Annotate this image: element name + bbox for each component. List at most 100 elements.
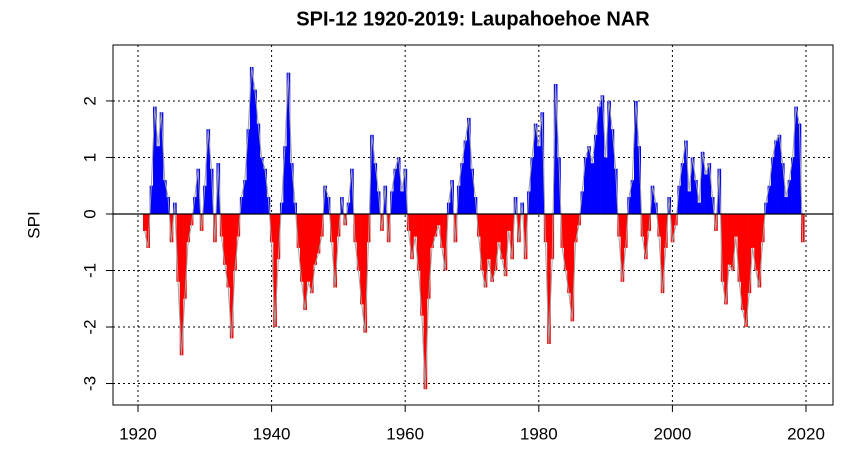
bar: [573, 213, 578, 243]
bar: [660, 213, 665, 294]
bar: [670, 213, 675, 243]
bar: [570, 213, 575, 322]
bar: [463, 140, 468, 214]
bar: [193, 197, 197, 214]
bar: [580, 191, 585, 214]
bar: [533, 123, 538, 214]
bar: [390, 191, 394, 214]
bar: [644, 213, 648, 260]
bar: [684, 140, 688, 214]
bar: [510, 213, 515, 260]
bar: [340, 197, 344, 214]
bar: [363, 213, 368, 333]
bar: [557, 157, 561, 214]
chart-title: SPI-12 1920-2019: Laupahoehoe NAR: [296, 8, 650, 30]
bar: [517, 213, 521, 243]
bar: [206, 129, 211, 214]
bar: [590, 163, 595, 214]
bar: [383, 185, 388, 214]
bar: [159, 112, 164, 214]
bar: [313, 213, 317, 265]
bar: [503, 213, 508, 277]
bar: [790, 157, 795, 214]
bar: [690, 157, 695, 214]
bar: [707, 163, 712, 214]
bar: [523, 213, 528, 260]
y-tick-label: -1: [80, 263, 99, 278]
bar: [179, 213, 184, 356]
bar: [593, 134, 598, 214]
bar: [794, 106, 798, 214]
bar: [587, 146, 591, 214]
bar: [406, 213, 411, 231]
bar: [750, 213, 755, 248]
bar: [623, 213, 628, 248]
bar: [343, 213, 348, 226]
bar: [487, 213, 491, 260]
bar: [149, 185, 154, 214]
bar: [694, 180, 698, 214]
x-tick-label: 2000: [653, 424, 691, 443]
bar: [603, 157, 608, 214]
bar: [423, 213, 428, 390]
bar: [547, 213, 551, 344]
bar: [657, 213, 662, 237]
bar: [142, 213, 147, 231]
bar: [316, 213, 321, 254]
bar: [253, 89, 257, 214]
bar: [443, 213, 448, 271]
spi-line: [144, 66, 804, 390]
bar: [403, 168, 408, 214]
bar: [450, 180, 454, 214]
bar: [664, 213, 668, 248]
bar: [784, 197, 788, 214]
bar: [613, 168, 618, 214]
x-tick-label: 2020: [787, 424, 825, 443]
bar: [436, 213, 441, 226]
bar: [734, 213, 738, 237]
bar: [353, 213, 358, 243]
bar: [320, 213, 324, 237]
bar: [189, 213, 194, 226]
bar: [426, 213, 431, 299]
bar: [163, 180, 167, 214]
bar: [223, 213, 227, 265]
bar: [370, 134, 374, 214]
bar: [583, 157, 588, 214]
bar: [330, 213, 334, 243]
bar: [196, 168, 201, 214]
bar: [677, 185, 682, 214]
bar: [747, 213, 752, 294]
bar: [466, 117, 471, 214]
x-tick-label: 1980: [520, 424, 558, 443]
y-tick-label: 0: [80, 209, 99, 218]
bar: [637, 146, 641, 214]
bar: [543, 213, 548, 243]
bar: [704, 174, 708, 214]
bar: [269, 213, 274, 243]
bar: [754, 213, 758, 271]
bar: [680, 163, 685, 214]
bar: [507, 213, 511, 231]
bar: [767, 185, 772, 214]
bar: [239, 197, 244, 214]
bar: [263, 168, 267, 214]
bar: [243, 180, 247, 214]
bar: [336, 213, 341, 237]
bar: [650, 185, 655, 214]
bar: [430, 213, 434, 248]
bar: [360, 213, 364, 305]
bar: [757, 213, 762, 288]
bar: [283, 146, 287, 214]
bar: [233, 213, 237, 271]
bar: [273, 213, 277, 328]
bar: [246, 129, 251, 214]
bar: [470, 168, 474, 214]
bar: [777, 134, 782, 214]
bar: [497, 213, 501, 243]
bar: [376, 191, 381, 214]
x-tick-label: 1920: [119, 424, 157, 443]
bar: [416, 213, 421, 271]
bar: [597, 106, 601, 214]
